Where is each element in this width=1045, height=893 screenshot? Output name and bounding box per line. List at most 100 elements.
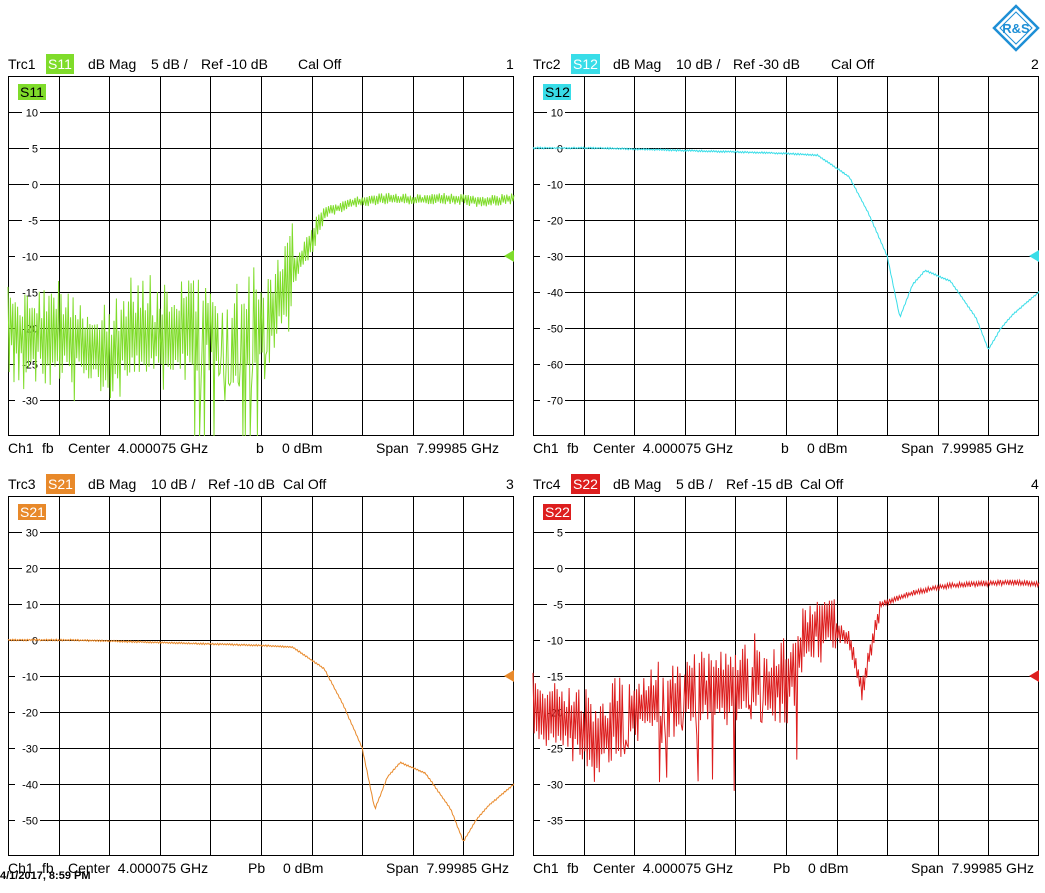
reference-level-marker-icon[interactable] (1029, 250, 1039, 262)
marker-flag: Pb (773, 860, 791, 876)
cal-status: Cal Off (298, 56, 342, 72)
tick-label-bg (540, 778, 565, 791)
y-tick-label: 10 (26, 600, 38, 612)
tick-label-bg (22, 598, 40, 611)
sweep-mode: fb (42, 860, 54, 876)
tick-label-bg (554, 562, 565, 575)
tick-label-bg (15, 814, 40, 827)
cal-status: Cal Off (283, 476, 327, 492)
y-tick-label: 5 (32, 144, 38, 156)
trace-label-box (18, 504, 46, 520)
y-tick-label: 5 (557, 528, 563, 540)
window-number: 2 (1031, 56, 1039, 72)
trace-panel-s21[interactable]: Trc3 S21 dB Mag 10 dB / Ref -10 dB Cal Off 3 30… (7, 474, 515, 878)
y-tick-label: -15 (22, 288, 38, 300)
plot-area-s21[interactable]: 30 20 10 0 -10 -20 -30 -40 -50 S21 (7, 496, 515, 856)
trace-header: Trc2 S12 dB Mag 10 dB / Ref -30 dB Cal Off 2 (533, 54, 1039, 74)
y-tick-label: -10 (547, 180, 563, 192)
trace-param-badge[interactable]: S22 (571, 474, 600, 494)
y-tick-label: -50 (547, 324, 563, 336)
y-tick-label: -30 (547, 780, 563, 792)
tick-label-bg (15, 286, 40, 299)
tick-label-bg (540, 814, 565, 827)
channel-footer: Ch1 fb Center 4.000075 GHz Pb 0 dBm Span 7.99… (533, 858, 1039, 878)
tick-label-bg (29, 634, 40, 647)
tick-label-bg (22, 106, 40, 119)
plot-area-s12[interactable]: 10 0 -10 -20 -30 -40 -50 -60 -70 S12 (532, 76, 1040, 436)
trace-label-text: S22 (545, 504, 570, 520)
y-tick-label: -30 (547, 252, 563, 264)
y-tick-label: -15 (547, 672, 563, 684)
timestamp: 4/1/2017, 8:59 PM (0, 870, 91, 882)
tick-label-bg (540, 250, 565, 263)
y-tick-label: 0 (557, 144, 563, 156)
span-frequency: Span 7.99985 GHz (911, 860, 1034, 876)
center-frequency: Center 4.000075 GHz (68, 860, 209, 876)
tick-label-bg (15, 250, 40, 263)
channel-footer: Ch1 fb Center 4.000075 GHz b 0 dBm Span 7.999… (533, 438, 1039, 458)
tick-label-bg (540, 394, 565, 407)
trace-line-s12[interactable] (532, 146, 1040, 350)
reference-level-marker-icon[interactable] (504, 250, 514, 262)
trace-param-badge[interactable]: S11 (46, 54, 74, 74)
trace-header: Trc3 S21 dB Mag 10 dB / Ref -10 dB Cal Off 3 (8, 474, 514, 494)
trace-scale: 10 dB / (676, 56, 721, 72)
trace-param-badge[interactable]: S21 (46, 474, 75, 494)
tick-label-bg (547, 598, 565, 611)
trace-name: Trc4 (533, 476, 561, 492)
trace-format: dB Mag (613, 56, 662, 72)
y-tick-label: -35 (547, 816, 563, 828)
y-tick-label: 0 (32, 180, 38, 192)
tick-label-bg (547, 106, 565, 119)
trace-format: dB Mag (88, 476, 137, 492)
y-tick-label: -25 (547, 744, 563, 756)
trace-panel-s12[interactable]: Trc2 S12 dB Mag 10 dB / Ref -30 dB Cal Off 2 10… (532, 54, 1040, 458)
trace-scale: 10 dB / (151, 476, 196, 492)
tick-label-bg (22, 562, 40, 575)
trace-label-box (18, 84, 46, 100)
source-power: 0 dBm (283, 860, 324, 876)
source-power: 0 dBm (282, 440, 323, 456)
trace-ref: Ref -30 dB (733, 56, 800, 72)
tick-label-bg (540, 322, 565, 335)
tick-label-bg (29, 142, 40, 155)
tick-label-bg (22, 526, 40, 539)
span-frequency: Span 7.99985 GHz (386, 860, 509, 876)
tick-label-bg (540, 670, 565, 683)
y-tick-label: -40 (547, 288, 563, 300)
reference-level-marker-icon[interactable] (504, 670, 514, 682)
trace-line-s21[interactable] (7, 638, 515, 842)
y-tick-label: -20 (22, 708, 38, 720)
tick-label-bg (540, 214, 565, 227)
trace-name: Trc2 (533, 56, 561, 72)
trace-panel-s22[interactable]: Trc4 S22 dB Mag 5 dB / Ref -15 dB Cal Off 4 5 0 -… (532, 474, 1040, 878)
trace-label-box (543, 84, 571, 100)
y-tick-label: -10 (22, 672, 38, 684)
tick-label-bg (15, 742, 40, 755)
marker-flag: b (781, 440, 789, 456)
tick-label-bg (22, 214, 40, 227)
y-tick-label: -30 (22, 744, 38, 756)
trace-ref: Ref -10 dB (201, 56, 268, 72)
channel-label: Ch1 (8, 860, 34, 876)
svg-text:R&S: R&S (1002, 21, 1030, 36)
channel-label: Ch1 (8, 440, 34, 456)
reference-level-marker-icon[interactable] (1029, 670, 1039, 682)
y-tick-label: -70 (547, 396, 563, 408)
trace-header: Trc4 S22 dB Mag 5 dB / Ref -15 dB Cal Off 4 (533, 474, 1039, 494)
trace-line-s22[interactable] (532, 578, 1040, 791)
trace-format: dB Mag (613, 476, 662, 492)
trace-param-badge[interactable]: S12 (571, 54, 600, 74)
span-frequency: Span 7.99985 GHz (376, 440, 499, 456)
trace-panel-s11[interactable]: Trc1 S11 dB Mag 5 dB / Ref -10 dB Cal Off 1 10 5… (7, 54, 515, 458)
trace-label-text: S11 (20, 84, 44, 100)
trace-scale: 5 dB / (151, 56, 188, 72)
marker-flag: b (256, 440, 264, 456)
trace-line-s11[interactable] (7, 192, 515, 437)
sweep-mode: fb (42, 440, 54, 456)
channel-footer: Ch1 fb Center 4.000075 GHz Pb 0 dBm Span 7.99… (8, 858, 514, 878)
span-frequency: Span 7.99985 GHz (901, 440, 1024, 456)
y-tick-label: -50 (22, 816, 38, 828)
